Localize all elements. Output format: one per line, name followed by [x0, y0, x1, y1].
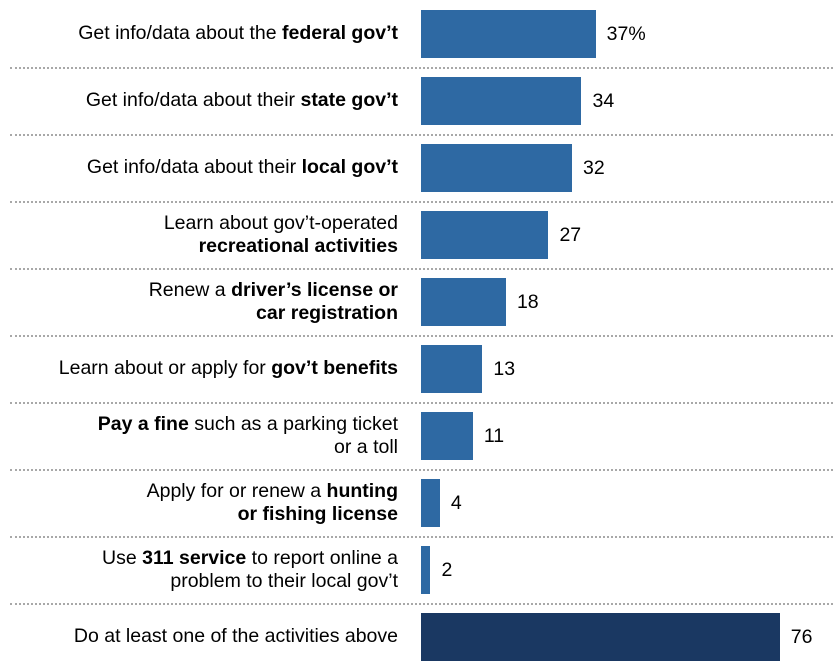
- row-divider: [10, 603, 833, 605]
- bar-row: Learn about gov’t-operated recreational a…: [0, 201, 833, 268]
- category-label-bold-text: hunting: [326, 479, 398, 502]
- bar-row: Pay a fine such as a parking ticket or a …: [0, 402, 833, 469]
- category-label-text: Get info/data about their: [86, 156, 302, 178]
- row-divider: [10, 335, 833, 337]
- value-label: 27: [559, 224, 582, 246]
- bar: [421, 278, 506, 326]
- category-label: Get info/data about their state gov’t: [6, 67, 398, 134]
- category-label-bold-text: federal gov’t: [282, 22, 398, 44]
- bar: [421, 412, 473, 460]
- row-divider: [10, 402, 833, 404]
- category-label-bold-text: or fishing license: [237, 502, 398, 525]
- category-label-text: problem to their local gov’t: [170, 569, 398, 592]
- category-label: Use 311 service to report online a proble…: [6, 536, 398, 603]
- category-label-bold-text: driver’s license or: [231, 278, 398, 301]
- value-label: 11: [483, 425, 505, 447]
- category-label-text: Do at least one of the activities above: [73, 625, 398, 647]
- row-divider: [10, 268, 833, 270]
- category-label-text: Learn about or apply for: [58, 357, 272, 379]
- category-label-text: Apply for or renew a: [146, 479, 327, 502]
- category-label-bold-text: local gov’t: [301, 156, 398, 178]
- value-label: 4: [450, 492, 462, 514]
- category-label: Learn about gov’t-operated recreational a…: [6, 201, 398, 268]
- bar-row: Get info/data about their local gov’t 32: [0, 134, 833, 201]
- bar: [421, 345, 483, 393]
- category-label-bold-text: Pay a fine: [97, 412, 189, 435]
- category-label-bold-text: recreational activities: [198, 234, 398, 257]
- row-divider: [10, 201, 833, 203]
- row-divider: [10, 469, 833, 471]
- bar-row: Get info/data about the federal gov’t 37%: [0, 0, 833, 67]
- category-label-text: or a toll: [334, 435, 398, 458]
- category-label-text: Learn about gov’t-operated: [163, 211, 398, 234]
- category-label: Pay a fine such as a parking ticket or a …: [6, 402, 398, 469]
- bar: [421, 77, 582, 125]
- row-divider: [10, 134, 833, 136]
- value-label: 18: [516, 291, 539, 313]
- category-label: Renew a driver’s license or car registrat…: [6, 268, 398, 335]
- category-label-text: Renew a: [148, 278, 232, 301]
- bar: [421, 10, 596, 58]
- bar-row: Get info/data about their state gov’t 34: [0, 67, 833, 134]
- value-label: 32: [583, 157, 605, 179]
- value-label: 2: [441, 559, 453, 581]
- category-label-bold-text: gov’t benefits: [271, 357, 398, 379]
- category-label-bold-text: 311 service: [142, 546, 247, 569]
- category-label: Learn about or apply for gov’t benefits: [6, 335, 398, 402]
- category-label-bold-text: car registration: [256, 301, 398, 324]
- bar: [421, 546, 431, 594]
- category-label: Get info/data about their local gov’t: [6, 134, 398, 201]
- value-label: 34: [592, 90, 615, 112]
- bar-row: Use 311 service to report online a proble…: [0, 536, 833, 603]
- category-label-bold-text: state gov’t: [300, 89, 398, 111]
- bar-row: Do at least one of the activities above 7…: [0, 603, 833, 670]
- category-label: Do at least one of the activities above: [6, 603, 398, 670]
- bar-row: Learn about or apply for gov’t benefits 1…: [0, 335, 833, 402]
- category-label-text: Get info/data about their: [85, 89, 301, 111]
- row-divider: [10, 536, 833, 538]
- category-label: Get info/data about the federal gov’t: [6, 0, 398, 67]
- category-label-text: Use: [102, 546, 143, 569]
- bar: [421, 144, 573, 192]
- value-label: 76: [790, 626, 813, 648]
- category-label-text: Get info/data about the: [78, 22, 283, 44]
- total-bar: [421, 613, 780, 661]
- category-label-text: to report online a: [246, 546, 398, 569]
- bar-row: Apply for or renew a hunting or fishing l…: [0, 469, 833, 536]
- category-label-text: such as a parking ticket: [188, 412, 398, 435]
- category-label: Apply for or renew a hunting or fishing l…: [6, 469, 398, 536]
- row-divider: [10, 67, 833, 69]
- value-label: 13: [493, 358, 516, 380]
- bar-row: Renew a driver’s license or car registrat…: [0, 268, 833, 335]
- bar: [421, 479, 440, 527]
- bar: [421, 211, 549, 259]
- value-label: 37%: [606, 23, 646, 45]
